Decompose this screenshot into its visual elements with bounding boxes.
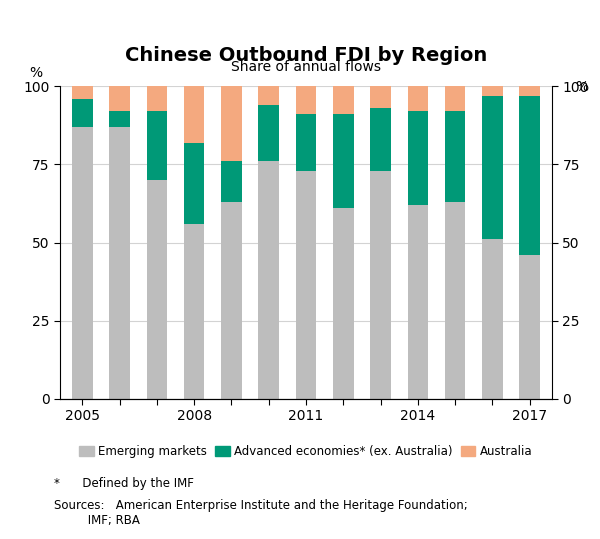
- Bar: [259, 86, 279, 105]
- Bar: [520, 86, 540, 95]
- Bar: [370, 171, 391, 399]
- Bar: [146, 111, 167, 180]
- Bar: [72, 127, 92, 399]
- Bar: [520, 255, 540, 399]
- Text: Sources:   American Enterprise Institute and the Heritage Foundation;
         I: Sources: American Enterprise Institute a…: [54, 499, 468, 527]
- Title: Chinese Outbound FDI by Region: Chinese Outbound FDI by Region: [125, 46, 487, 65]
- Bar: [333, 114, 353, 208]
- Bar: [184, 86, 205, 142]
- Bar: [259, 161, 279, 399]
- Bar: [407, 205, 428, 399]
- Bar: [296, 171, 316, 399]
- Bar: [445, 202, 466, 399]
- Bar: [520, 95, 540, 255]
- Bar: [146, 86, 167, 111]
- Bar: [370, 86, 391, 108]
- Bar: [184, 224, 205, 399]
- Bar: [445, 86, 466, 111]
- Legend: Emerging markets, Advanced economies* (ex. Australia), Australia: Emerging markets, Advanced economies* (e…: [74, 441, 538, 463]
- Bar: [407, 111, 428, 205]
- Bar: [482, 239, 503, 399]
- Bar: [445, 111, 466, 202]
- Text: *      Defined by the IMF: * Defined by the IMF: [54, 477, 194, 490]
- Bar: [296, 86, 316, 114]
- Text: Share of annual flows: Share of annual flows: [231, 60, 381, 74]
- Bar: [407, 86, 428, 111]
- Bar: [221, 161, 242, 202]
- Bar: [482, 95, 503, 239]
- Y-axis label: %: %: [575, 80, 588, 94]
- Bar: [259, 105, 279, 161]
- Bar: [221, 86, 242, 161]
- Bar: [370, 108, 391, 171]
- Bar: [109, 86, 130, 111]
- Bar: [146, 180, 167, 399]
- Bar: [296, 114, 316, 171]
- Bar: [333, 208, 353, 399]
- Y-axis label: %: %: [29, 66, 42, 80]
- Bar: [184, 142, 205, 224]
- Bar: [221, 202, 242, 399]
- Bar: [482, 86, 503, 95]
- Bar: [109, 127, 130, 399]
- Bar: [72, 99, 92, 127]
- Bar: [333, 86, 353, 114]
- Bar: [72, 86, 92, 99]
- Bar: [109, 111, 130, 127]
